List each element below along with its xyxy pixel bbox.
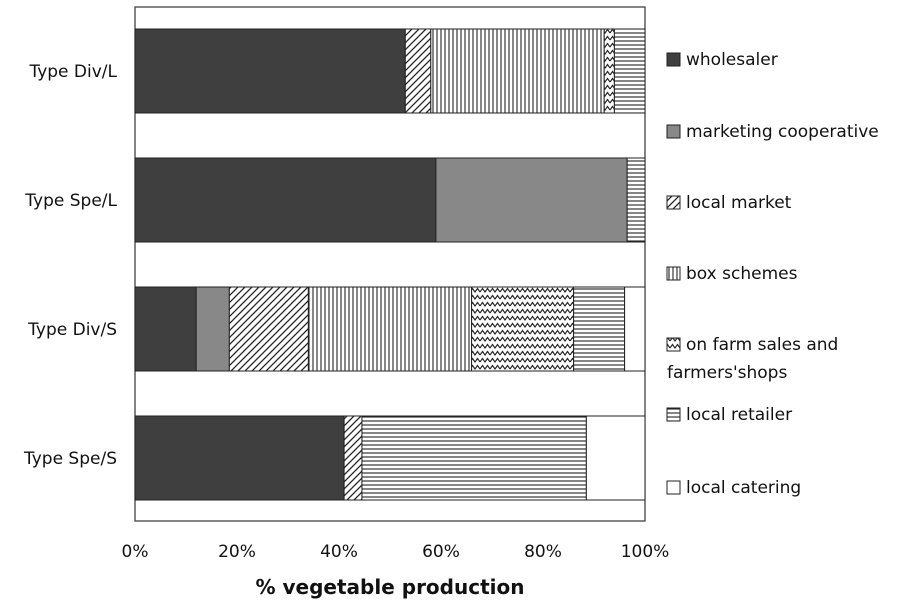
legend-label-local-retailer: local retailer bbox=[686, 405, 792, 425]
bar-segment-type-div-s-local-retailer bbox=[573, 286, 626, 372]
x-tick-label: 0% bbox=[122, 542, 149, 562]
legend-label-on-farm-sales-and-farmers-shops: on farm sales and farmers'shops bbox=[667, 335, 844, 383]
category-label: Type Spe/S bbox=[23, 449, 117, 469]
category-label: Type Spe/L bbox=[24, 191, 117, 211]
bar-segment-type-div-l-wholesaler bbox=[134, 28, 406, 114]
bar-segment-type-div-s-box-schemes bbox=[307, 286, 473, 372]
legend-label-local-market: local market bbox=[686, 193, 792, 213]
legend-label-local-catering: local catering bbox=[686, 478, 801, 498]
bar-segment-type-spe-s-local-market bbox=[343, 415, 363, 501]
x-tick-labels: 0% 20% 40% 60% 80% 100% bbox=[122, 542, 670, 562]
x-axis-label: % vegetable production bbox=[256, 575, 525, 599]
legend-label-wholesaler: wholesaler bbox=[686, 50, 778, 70]
x-tick-label: 40% bbox=[320, 542, 358, 562]
x-tick-label: 20% bbox=[218, 542, 256, 562]
bar-segment-type-spe-s-local-retailer bbox=[361, 415, 587, 501]
bar-segment-type-spe-l-wholesaler bbox=[134, 157, 437, 243]
legend-swatch-marketing-cooperative bbox=[666, 124, 681, 139]
legend-swatch-wholesaler bbox=[666, 52, 681, 67]
legend-swatch-local-catering bbox=[666, 480, 681, 495]
x-tick-label: 100% bbox=[621, 542, 670, 562]
bar-segment-type-div-s-local-market bbox=[228, 286, 309, 372]
category-label: Type Div/L bbox=[28, 62, 117, 82]
bars-layer bbox=[134, 28, 646, 501]
x-tick-label: 60% bbox=[422, 542, 460, 562]
legend-swatch-on-farm-sales-and-farmers-shops bbox=[666, 337, 681, 352]
bar-segment-type-spe-s-local-catering bbox=[585, 415, 646, 501]
bar-segment-type-spe-l-local-retailer bbox=[626, 157, 646, 243]
legend-swatch-local-market bbox=[666, 195, 681, 210]
bar-segment-type-spe-s-wholesaler bbox=[134, 415, 345, 501]
legend: wholesaler marketing cooperative local mar… bbox=[666, 50, 879, 498]
x-tick-label: 80% bbox=[524, 542, 562, 562]
bar-segment-type-div-s-on-farm-sales-and-farmers-shops bbox=[471, 286, 575, 372]
category-labels: Type Div/L Type Spe/L Type Div/S Type Spe/S bbox=[23, 62, 118, 469]
bar-segment-type-div-l-local-retailer bbox=[613, 28, 646, 114]
bar-segment-type-div-l-local-market bbox=[404, 28, 432, 114]
bar-segment-type-div-l-box-schemes bbox=[430, 28, 605, 114]
bar-segment-type-div-s-wholesaler bbox=[134, 286, 197, 372]
bar-segment-type-div-s-marketing-cooperative bbox=[195, 286, 230, 372]
bar-segment-type-spe-l-marketing-cooperative bbox=[435, 157, 628, 243]
legend-label-marketing-cooperative: marketing cooperative bbox=[686, 122, 879, 142]
bar-segment-type-div-l-on-farm-sales-and-farmers-shops bbox=[603, 28, 615, 114]
legend-label-box-schemes: box schemes bbox=[686, 264, 798, 284]
category-label: Type Div/S bbox=[27, 320, 117, 340]
bar-segment-type-div-s-local-catering bbox=[624, 286, 646, 372]
legend-swatch-box-schemes bbox=[666, 266, 681, 281]
legend-swatch-local-retailer bbox=[666, 407, 681, 422]
